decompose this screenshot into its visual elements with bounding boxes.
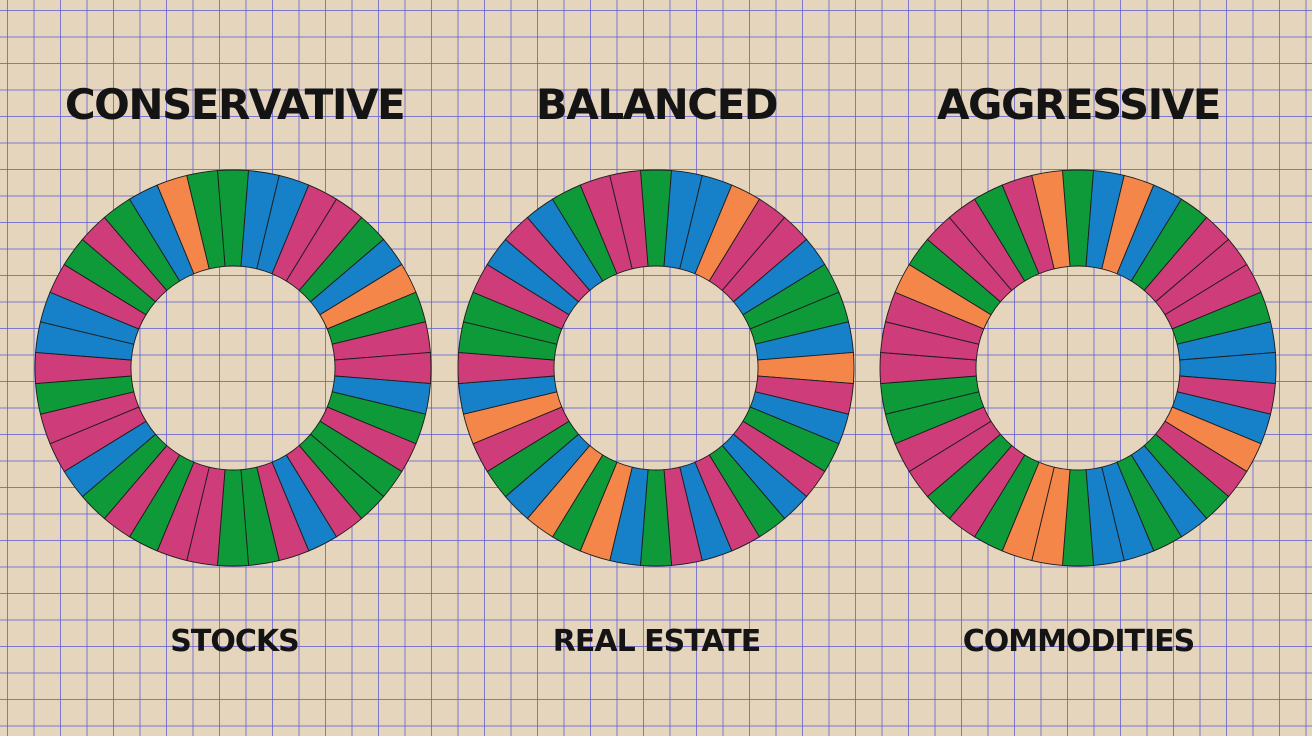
donut-chart [879, 169, 1277, 567]
donut-segment-green [186, 170, 226, 270]
chart-label: REAL ESTATE [552, 624, 761, 659]
portfolio-panel-conservative: CONSERVATIVE STOCKS [16, 0, 453, 736]
donut-chart [457, 169, 855, 567]
donut-chart [34, 169, 432, 567]
donut-segment-orange [1031, 170, 1071, 270]
chart-title: AGGRESSIVE [937, 80, 1221, 129]
donut-segment-pink [609, 170, 649, 270]
chart-label: COMMODITIES [962, 624, 1196, 659]
portfolio-panel-aggressive: AGGRESSIVE COMMODITIES [860, 0, 1297, 736]
chart-title: BALANCED [535, 80, 779, 129]
portfolio-panel-balanced: BALANCED REAL ESTATE [438, 0, 875, 736]
chart-label: STOCKS [170, 624, 299, 659]
chart-title: CONSERVATIVE [64, 80, 406, 129]
